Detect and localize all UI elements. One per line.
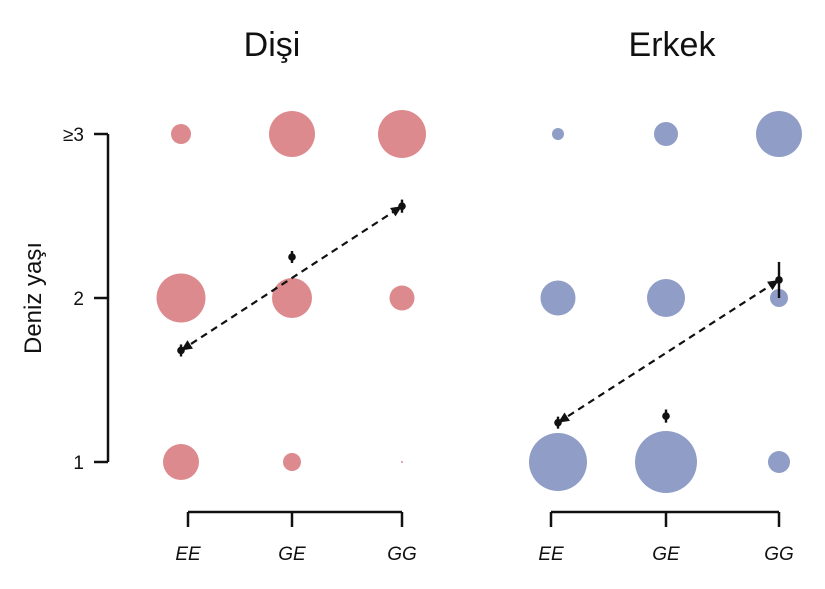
y-tick-label: ≥3 <box>63 125 84 146</box>
trend-arrow-start <box>558 412 570 423</box>
panel-title: Erkek <box>629 26 717 64</box>
bubble-ee-1 <box>163 444 199 480</box>
mean-point-gg <box>398 202 406 210</box>
mean-point-ee <box>177 346 185 355</box>
panel-title: Dişi <box>244 26 301 64</box>
bubble-ge-2 <box>272 278 312 318</box>
bubble-gg-1 <box>768 451 790 473</box>
bubble-ge-3 <box>654 122 678 146</box>
x-tick-label-ge: GE <box>278 544 306 565</box>
bubble-ee-3 <box>171 124 191 144</box>
x-tick-label-gg: GG <box>387 544 417 565</box>
bubble-gg-1 <box>401 461 403 463</box>
x-tick-label-ge: GE <box>652 544 680 565</box>
bubble-gg-3 <box>756 111 802 157</box>
trend-line <box>557 279 780 424</box>
mean-point-ge <box>288 253 296 261</box>
y-tick-label: 1 <box>73 453 84 474</box>
trend-arrow-end <box>390 206 402 217</box>
bubble-gg-3 <box>378 110 426 158</box>
bubble-gg-2 <box>389 285 415 311</box>
trend-line <box>180 205 403 352</box>
x-tick-label-gg: GG <box>764 544 794 565</box>
y-tick-label: 2 <box>73 289 84 310</box>
bubble-ee-1 <box>529 433 587 491</box>
trend-arrow-end <box>767 279 779 291</box>
y-axis-label: Deniz yaşı <box>20 242 47 354</box>
x-tick-label-ee: EE <box>175 544 201 565</box>
trend-arrow-start <box>181 340 193 351</box>
mean-point-ge <box>662 412 670 420</box>
bubble-ge-1 <box>635 431 697 493</box>
bubble-ee-3 <box>552 128 564 140</box>
mean-point-gg <box>775 276 783 284</box>
x-tick-label-ee: EE <box>538 544 564 565</box>
bubble-ge-1 <box>283 453 301 471</box>
bubble-ge-2 <box>647 279 685 317</box>
bubble-ee-2 <box>540 280 576 316</box>
bubble-ge-3 <box>269 111 315 157</box>
mean-point-ee <box>554 418 562 427</box>
bubble-ee-2 <box>156 273 206 323</box>
